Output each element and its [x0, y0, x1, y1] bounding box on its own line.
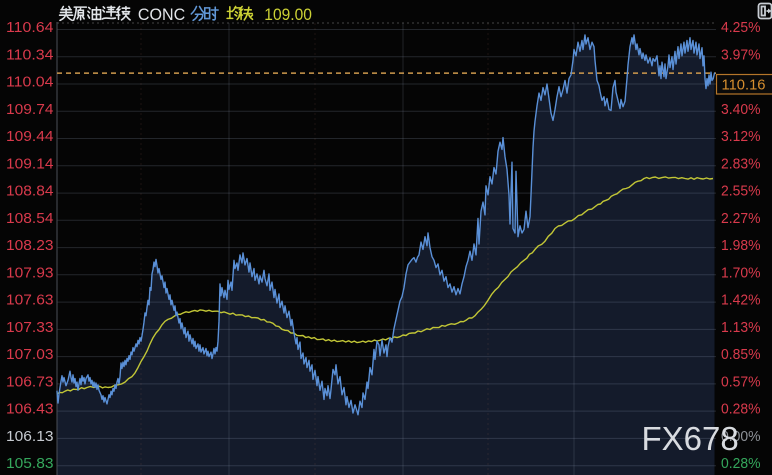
svg-text:FX678: FX678	[642, 420, 739, 457]
svg-text:0.85%: 0.85%	[721, 347, 761, 363]
svg-text:108.23: 108.23	[6, 238, 54, 254]
svg-text:105.83: 105.83	[6, 456, 54, 472]
svg-text:0.57%: 0.57%	[721, 374, 761, 390]
svg-text:1.13%: 1.13%	[721, 320, 761, 336]
svg-text:3.40%: 3.40%	[721, 102, 761, 118]
svg-text:2.27%: 2.27%	[721, 211, 761, 227]
svg-text:2.83%: 2.83%	[721, 156, 761, 172]
svg-text:108.54: 108.54	[6, 211, 54, 227]
svg-text:110.34: 110.34	[6, 47, 54, 63]
svg-text:1.42%: 1.42%	[721, 293, 761, 309]
svg-text:109.74: 109.74	[6, 102, 54, 118]
svg-text:106.13: 106.13	[6, 429, 54, 445]
svg-text:109.14: 109.14	[6, 156, 54, 172]
svg-text:107.63: 107.63	[6, 293, 54, 309]
svg-text:107.93: 107.93	[6, 265, 54, 281]
svg-text:109.44: 109.44	[6, 129, 54, 145]
svg-text:0.28%: 0.28%	[721, 402, 761, 418]
svg-text:107.03: 107.03	[6, 347, 54, 363]
svg-text:110.64: 110.64	[6, 20, 54, 36]
svg-text:109.00: 109.00	[264, 5, 312, 24]
svg-text:107.33: 107.33	[6, 320, 54, 336]
svg-text:2.55%: 2.55%	[721, 184, 761, 200]
svg-text:4.25%: 4.25%	[721, 20, 761, 36]
svg-text:110.04: 110.04	[6, 75, 54, 91]
svg-text:106.73: 106.73	[6, 374, 54, 390]
svg-text:3.97%: 3.97%	[721, 47, 761, 63]
svg-text:108.84: 108.84	[6, 184, 54, 200]
svg-text:0.00%: 0.00%	[721, 429, 761, 445]
svg-text:3.12%: 3.12%	[721, 129, 761, 145]
svg-text:1.98%: 1.98%	[721, 238, 761, 254]
svg-text:0.28%: 0.28%	[721, 456, 761, 472]
svg-text:110.16: 110.16	[722, 78, 766, 94]
svg-text:1.70%: 1.70%	[721, 265, 761, 281]
svg-text:106.43: 106.43	[6, 402, 54, 418]
svg-text:CONC: CONC	[138, 5, 185, 24]
